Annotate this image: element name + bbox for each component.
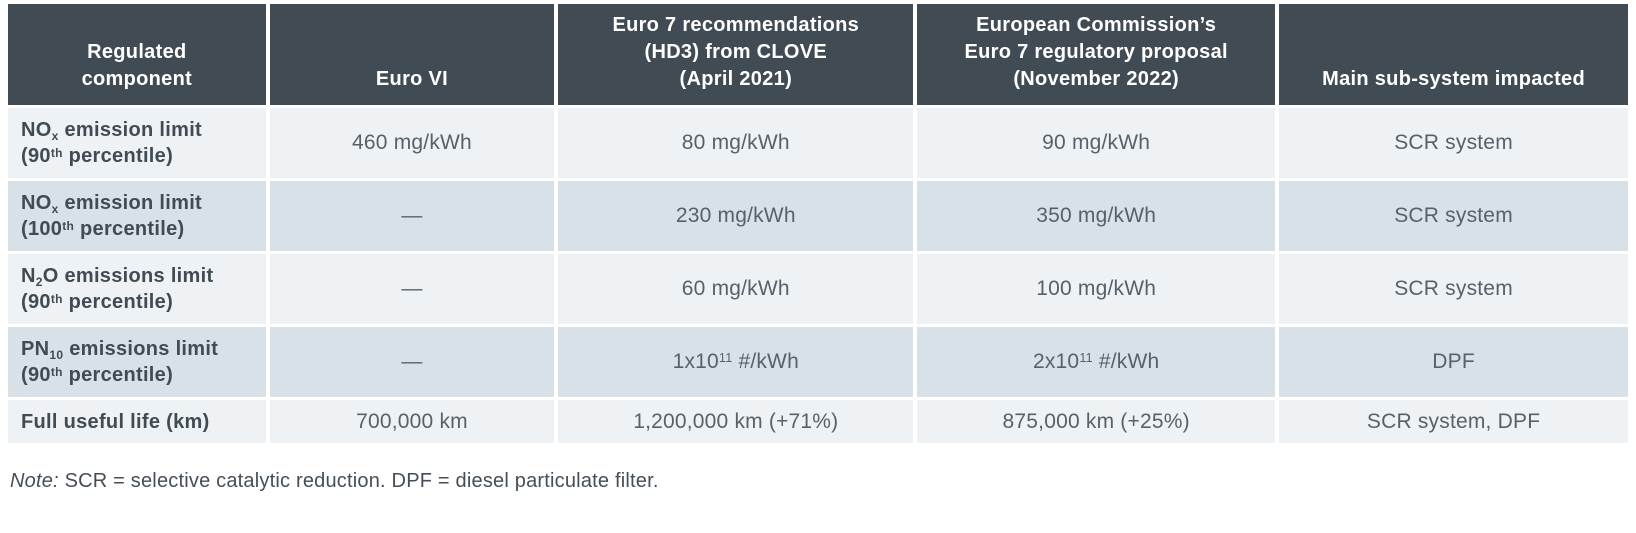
cell-superscript: 11 (718, 351, 733, 366)
cell-text: 2x10 (1032, 350, 1080, 373)
cell-text: DPF (1432, 350, 1475, 373)
header-label: Main sub-system impacted (1322, 68, 1585, 90)
table-row-nox-100th: NOx emission limit (100th percentile) — … (8, 181, 1628, 251)
cell-text: 60 mg/kWh (681, 277, 790, 300)
footnote: Note: SCR = selective catalytic reductio… (10, 470, 1636, 493)
row-label-text: emission limit (90 (21, 119, 203, 167)
cell-text: 875,000 km (+25%) (1002, 409, 1190, 433)
cell-clove: 1,200,000 km (+71%) (558, 400, 914, 443)
cell-subsystem: SCR system (1279, 254, 1628, 324)
row-label-subscript: 10 (49, 347, 64, 362)
cell-text: 350 mg/kWh (1036, 204, 1157, 227)
row-label-text: percentile) (62, 145, 174, 167)
cell-clove: 80 mg/kWh (558, 108, 914, 178)
table-row-full-useful-life: Full useful life (km) 700,000 km 1,200,0… (8, 400, 1628, 443)
cell-text: 100 mg/kWh (1036, 277, 1157, 300)
cell-text: #/kWh (1092, 350, 1160, 373)
cell-text: 230 mg/kWh (675, 204, 796, 227)
table-row-nox-90th: NOx emission limit (90th percentile) 460… (8, 108, 1628, 178)
cell-text: SCR system (1394, 204, 1513, 227)
euro7-emission-limits-table: Regulated component Euro VI Euro 7 recom… (4, 1, 1632, 446)
cell-euro-vi: 460 mg/kWh (269, 108, 555, 178)
cell-subsystem: SCR system (1279, 108, 1628, 178)
row-label-superscript: th (50, 364, 63, 379)
cell-text: SCR system, DPF (1366, 409, 1541, 433)
cell-text: #/kWh (732, 350, 799, 373)
cell-subsystem: SCR system, DPF (1279, 400, 1628, 443)
cell-clove: 60 mg/kWh (558, 254, 914, 324)
header-cell-subsystem: Main sub-system impacted (1279, 4, 1628, 105)
cell-euro-vi: — (269, 254, 555, 324)
cell-clove: 1x1011 #/kWh (558, 327, 914, 397)
cell-text: 80 mg/kWh (681, 131, 790, 154)
row-label-cell: Full useful life (km) (8, 400, 266, 443)
row-label-text: percentile) (74, 218, 185, 240)
header-cell-euro-vi: Euro VI (269, 4, 555, 105)
table-row-pn10-90th: PN10 emissions limit (90th percentile) —… (8, 327, 1628, 397)
cell-ec-proposal: 2x1011 #/kWh (917, 327, 1276, 397)
header-cell-regulated-component: Regulated component (8, 4, 266, 105)
header-label: European Commission’s Euro 7 regulatory … (964, 14, 1228, 90)
cell-subsystem: SCR system (1279, 181, 1628, 251)
row-label-cell: NOx emission limit (100th percentile) (8, 181, 266, 251)
header-cell-ec-proposal: European Commission’s Euro 7 regulatory … (917, 4, 1276, 105)
cell-text: 1,200,000 km (+71%) (633, 409, 839, 433)
row-label-text: percentile) (62, 291, 174, 313)
row-label-text: PN (21, 338, 50, 360)
cell-superscript: 11 (1079, 351, 1093, 366)
row-label-cell: N2O emissions limit (90th percentile) (8, 254, 266, 324)
row-label-superscript: th (50, 291, 63, 306)
cell-text: — (401, 204, 423, 227)
cell-text: 1x10 (672, 350, 719, 373)
cell-text: 90 mg/kWh (1042, 131, 1151, 154)
row-label-cell: NOx emission limit (90th percentile) (8, 108, 266, 178)
row-label-text: NO (21, 192, 52, 214)
footnote-text: SCR = selective catalytic reduction. DPF… (58, 470, 659, 492)
row-label-subscript: 2 (35, 274, 43, 289)
row-label-text: Full useful life (km) (21, 410, 210, 433)
row-label-subscript: x (51, 201, 59, 216)
header-label: Euro VI (375, 68, 449, 90)
cell-text: — (401, 277, 423, 300)
header-label: Regulated component (81, 41, 193, 90)
row-label-text: O emissions limit (90 (21, 265, 214, 313)
row-label-cell: PN10 emissions limit (90th percentile) (8, 327, 266, 397)
header-label: Euro 7 recommendations (HD3) from CLOVE … (612, 14, 860, 90)
table-row-n2o-90th: N2O emissions limit (90th percentile) — … (8, 254, 1628, 324)
row-label-text: emission limit (100 (21, 192, 203, 240)
row-label-text: emissions limit (90 (21, 338, 219, 386)
header-cell-clove: Euro 7 recommendations (HD3) from CLOVE … (558, 4, 914, 105)
cell-ec-proposal: 100 mg/kWh (917, 254, 1276, 324)
cell-text: SCR system (1394, 277, 1513, 300)
cell-ec-proposal: 875,000 km (+25%) (917, 400, 1276, 443)
cell-text: — (401, 350, 423, 373)
cell-euro-vi: 700,000 km (269, 400, 555, 443)
row-label-text: NO (21, 119, 52, 141)
cell-text: 700,000 km (356, 409, 468, 433)
cell-euro-vi: — (269, 181, 555, 251)
row-label-text: percentile) (62, 364, 174, 386)
row-label-superscript: th (62, 218, 75, 233)
cell-ec-proposal: 90 mg/kWh (917, 108, 1276, 178)
cell-text: 460 mg/kWh (352, 131, 472, 154)
row-label-superscript: th (50, 145, 63, 160)
cell-subsystem: DPF (1279, 327, 1628, 397)
row-label-text: N (21, 265, 36, 287)
cell-clove: 230 mg/kWh (558, 181, 914, 251)
footnote-label: Note: (10, 470, 59, 492)
cell-text: SCR system (1394, 131, 1513, 154)
row-label-subscript: x (51, 128, 59, 143)
cell-euro-vi: — (269, 327, 555, 397)
page: Regulated component Euro VI Euro 7 recom… (4, 1, 1636, 493)
table-header-row: Regulated component Euro VI Euro 7 recom… (8, 4, 1628, 105)
cell-ec-proposal: 350 mg/kWh (917, 181, 1276, 251)
